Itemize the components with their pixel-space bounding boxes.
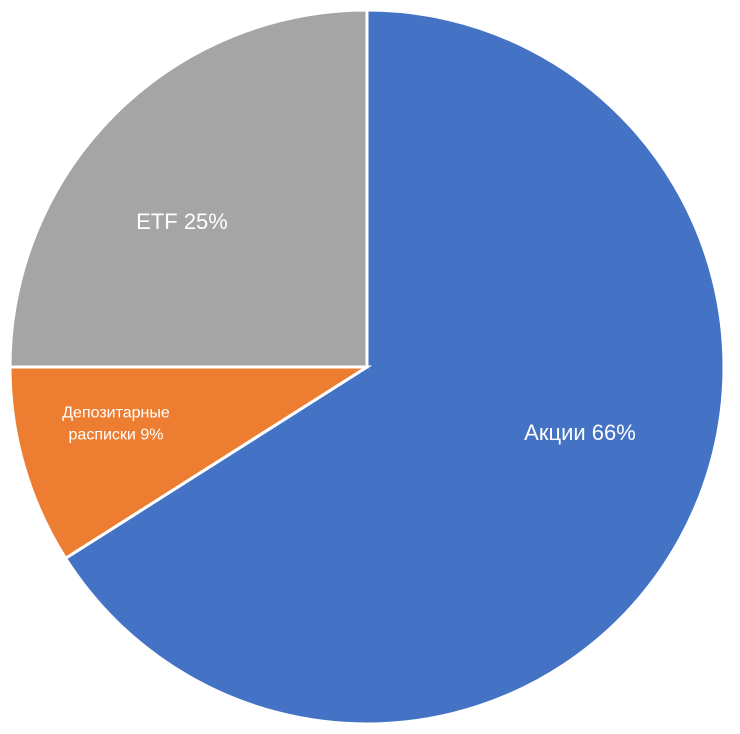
pie-slice — [8, 365, 373, 561]
slice-label: Акции 66% — [460, 418, 700, 448]
pie-slice — [63, 8, 726, 726]
pie-slice — [8, 8, 369, 369]
slice-label: Депозитарные расписки 9% — [31, 402, 201, 445]
slice-label: ETF 25% — [62, 207, 302, 237]
value-label: 9% — [140, 426, 164, 443]
category-label: ETF — [136, 209, 178, 235]
category-label: Акции — [524, 420, 586, 446]
category-label: Депозитарные расписки — [62, 404, 170, 443]
value-label: 66% — [591, 420, 636, 446]
value-label: 25% — [183, 209, 228, 235]
